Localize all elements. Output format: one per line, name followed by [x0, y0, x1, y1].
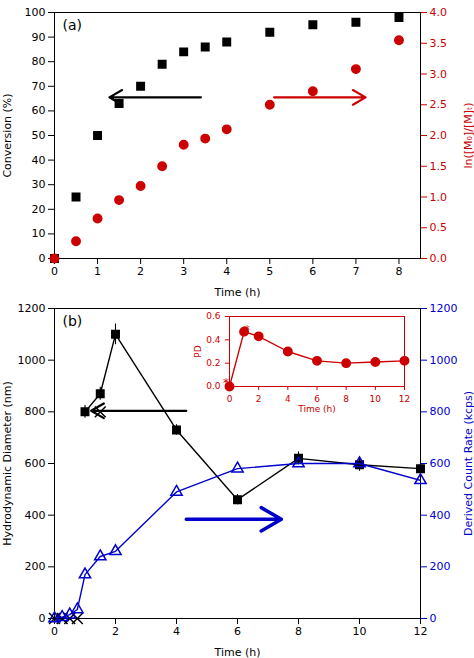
svg-text:0: 0 [51, 265, 58, 278]
svg-text:0: 0 [39, 252, 46, 265]
svg-text:1.0: 1.0 [430, 191, 448, 204]
svg-text:10: 10 [370, 394, 382, 404]
svg-text:*: * [244, 323, 250, 337]
svg-text:2.5: 2.5 [430, 98, 448, 111]
svg-text:400: 400 [430, 509, 451, 522]
svg-text:*: * [223, 376, 229, 390]
svg-text:90: 90 [32, 31, 46, 44]
svg-text:50: 50 [32, 129, 46, 142]
svg-text:PD: PD [193, 345, 203, 357]
svg-text:2: 2 [256, 394, 262, 404]
svg-text:10: 10 [32, 227, 46, 240]
svg-text:800: 800 [25, 405, 46, 418]
svg-text:10: 10 [353, 625, 367, 638]
svg-text:Derived Count Rate (kcps): Derived Count Rate (kcps) [462, 391, 474, 536]
svg-text:Time (h): Time (h) [214, 286, 261, 299]
svg-text:1200: 1200 [18, 302, 46, 315]
svg-text:0.4: 0.4 [206, 335, 221, 345]
svg-text:600: 600 [430, 457, 451, 470]
svg-text:1.5: 1.5 [430, 160, 448, 173]
svg-text:Time (h): Time (h) [297, 404, 336, 414]
svg-text:1200: 1200 [430, 302, 458, 315]
svg-text:Conversion (%): Conversion (%) [1, 93, 14, 177]
svg-text:0.5: 0.5 [430, 221, 448, 234]
svg-text:2.0: 2.0 [430, 129, 448, 142]
svg-text:200: 200 [25, 560, 46, 573]
svg-text:400: 400 [25, 509, 46, 522]
svg-text:8: 8 [395, 265, 402, 278]
svg-text:30: 30 [32, 178, 46, 191]
svg-text:6: 6 [234, 625, 241, 638]
svg-text:40: 40 [32, 154, 46, 167]
svg-text:1000: 1000 [430, 354, 458, 367]
svg-text:Time (h): Time (h) [214, 646, 261, 658]
svg-text:0.2: 0.2 [206, 358, 220, 368]
svg-text:4: 4 [173, 625, 180, 638]
svg-text:8: 8 [295, 625, 302, 638]
svg-text:0.6: 0.6 [206, 311, 221, 321]
svg-text:4: 4 [285, 394, 291, 404]
svg-text:60: 60 [32, 104, 46, 117]
svg-text:0: 0 [227, 394, 233, 404]
svg-text:0: 0 [430, 612, 437, 625]
svg-text:4: 4 [223, 265, 230, 278]
svg-text:7: 7 [352, 265, 359, 278]
svg-text:20: 20 [32, 203, 46, 216]
svg-text:0.0: 0.0 [430, 252, 448, 265]
svg-text:(a): (a) [63, 17, 83, 33]
svg-text:12: 12 [414, 625, 428, 638]
svg-text:600: 600 [25, 457, 46, 470]
svg-text:1000: 1000 [18, 354, 46, 367]
svg-text:70: 70 [32, 80, 46, 93]
svg-text:5: 5 [266, 265, 273, 278]
svg-text:8: 8 [343, 394, 349, 404]
svg-text:0.0: 0.0 [206, 381, 221, 391]
svg-text:3.0: 3.0 [430, 68, 448, 81]
svg-text:80: 80 [32, 55, 46, 68]
svg-text:3.5: 3.5 [430, 37, 448, 50]
svg-text:2: 2 [137, 265, 144, 278]
svg-text:0: 0 [39, 612, 46, 625]
svg-text:(b): (b) [63, 313, 83, 329]
svg-text:Hydrodynamic Diameter (nm): Hydrodynamic Diameter (nm) [1, 381, 14, 545]
svg-text:200: 200 [430, 560, 451, 573]
svg-text:800: 800 [430, 405, 451, 418]
svg-text:ln([M₀]/[M]ₜ): ln([M₀]/[M]ₜ) [462, 102, 474, 168]
svg-text:0: 0 [51, 625, 58, 638]
svg-text:4.0: 4.0 [430, 6, 448, 19]
svg-text:3: 3 [180, 265, 187, 278]
svg-text:6: 6 [309, 265, 316, 278]
svg-text:100: 100 [25, 6, 46, 19]
svg-text:1: 1 [94, 265, 101, 278]
svg-text:2: 2 [112, 625, 119, 638]
svg-text:12: 12 [399, 394, 410, 404]
svg-text:6: 6 [314, 394, 320, 404]
